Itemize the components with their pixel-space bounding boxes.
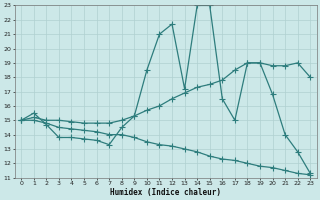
X-axis label: Humidex (Indice chaleur): Humidex (Indice chaleur)	[110, 188, 221, 197]
